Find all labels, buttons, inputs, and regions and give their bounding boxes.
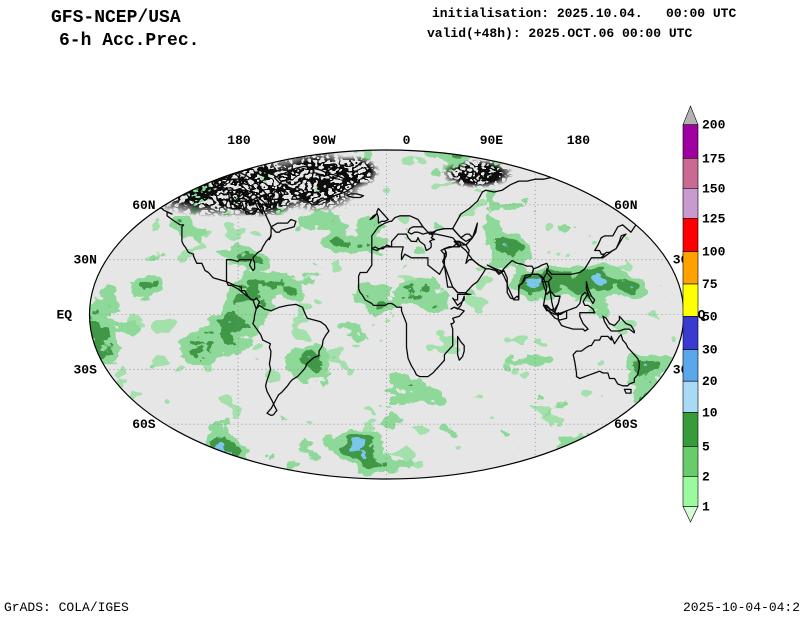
svg-text:EQ: EQ [57, 308, 73, 323]
svg-text:60N: 60N [132, 198, 155, 213]
svg-text:0: 0 [403, 133, 411, 148]
svg-text:100: 100 [702, 245, 726, 260]
svg-text:30S: 30S [74, 362, 98, 377]
svg-text:10: 10 [702, 405, 718, 420]
svg-text:60N: 60N [614, 198, 637, 213]
svg-text:125: 125 [702, 211, 726, 226]
svg-text:150: 150 [702, 181, 726, 196]
svg-text:30: 30 [702, 343, 718, 358]
svg-text:2: 2 [702, 469, 710, 484]
svg-text:175: 175 [702, 151, 726, 166]
svg-text:20: 20 [702, 374, 718, 389]
svg-text:60S: 60S [132, 417, 156, 432]
svg-text:180: 180 [227, 133, 251, 148]
svg-text:90E: 90E [480, 133, 504, 148]
svg-text:30N: 30N [74, 253, 97, 268]
svg-text:1: 1 [702, 499, 710, 514]
svg-text:75: 75 [702, 277, 718, 292]
svg-text:50: 50 [702, 309, 718, 324]
svg-text:5: 5 [702, 439, 710, 454]
svg-text:180: 180 [567, 133, 591, 148]
svg-text:200: 200 [702, 118, 726, 133]
svg-text:90W: 90W [312, 133, 336, 148]
svg-text:60S: 60S [614, 417, 638, 432]
